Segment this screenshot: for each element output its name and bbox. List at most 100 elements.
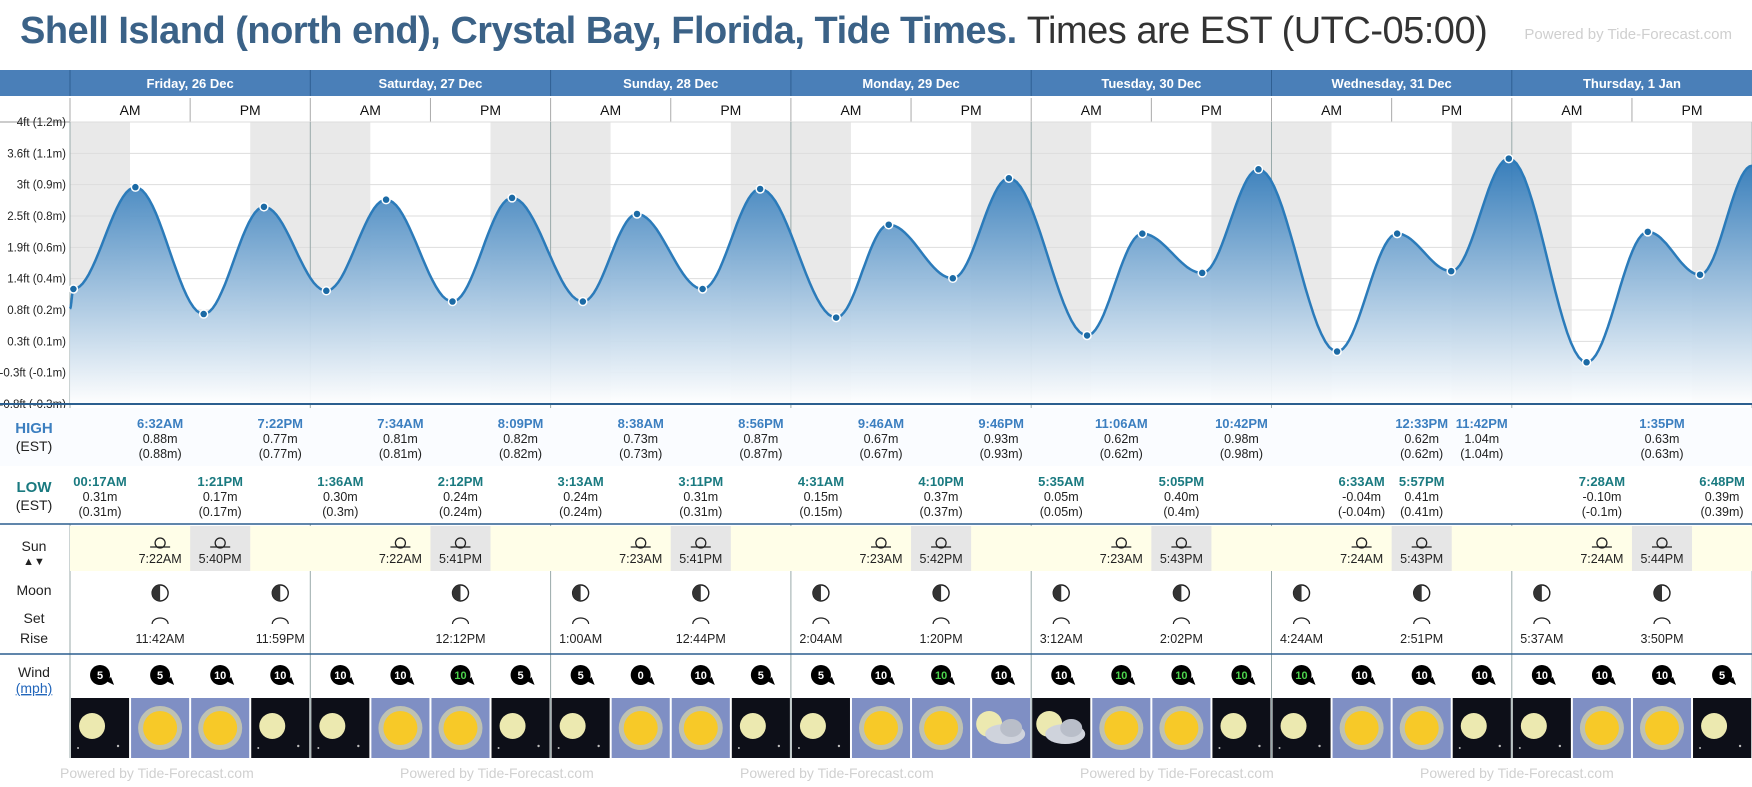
wind-icon (210, 665, 231, 685)
wind-icon (570, 665, 591, 685)
moon-weather-icon (1701, 713, 1728, 739)
low-tide-time: 4:31AM (798, 474, 844, 489)
wind-icon (871, 665, 892, 685)
moon-weather-icon (1460, 713, 1487, 739)
tide-point (130, 182, 141, 192)
axis-label: 1.9ft (0.6m) (7, 242, 66, 254)
tide-point (1197, 268, 1207, 278)
moon-weather-icon (799, 713, 826, 739)
high-tide-height-alt: (0.93m) (980, 447, 1023, 461)
moonrise-icon (1533, 617, 1551, 625)
moon-shadow (812, 585, 821, 601)
moon-time: 11:42AM (136, 632, 185, 646)
high-tide-height: 1.04m (1464, 432, 1499, 446)
wind-speed: 10 (334, 670, 346, 682)
high-tide-height: 0.88m (143, 432, 178, 446)
low-tide-height-alt: (0.39m) (1701, 505, 1744, 519)
low-tide-height-alt: (0.37m) (920, 505, 963, 519)
moon-shadow (152, 585, 161, 601)
wind-speed: 10 (695, 670, 707, 682)
star (1498, 744, 1501, 748)
high-tide-time: 7:22PM (257, 416, 303, 431)
axis-label: 0.8ft (0.2m) (7, 305, 66, 317)
ampm-label: AM (1081, 102, 1102, 118)
sun-time: 5:42PM (920, 552, 963, 566)
wind-speed: 5 (1719, 670, 1725, 682)
sun-time: 5:44PM (1640, 552, 1683, 566)
ampm-label: AM (600, 102, 621, 118)
low-tide-height: -0.10m (1582, 490, 1621, 504)
ampm-label: PM (1441, 102, 1462, 118)
wind-speed: 10 (995, 670, 1007, 682)
moon-time: 3:50PM (1640, 632, 1683, 646)
high-tide-height: 0.62m (1104, 432, 1139, 446)
wind-icon (1651, 665, 1672, 685)
cloud-icon (1000, 719, 1023, 737)
wind-speed: 10 (1536, 670, 1548, 682)
wind-speed: 0 (638, 670, 644, 682)
wind-icon (750, 665, 771, 685)
moon-time: 1:00AM (559, 632, 602, 646)
star (1278, 747, 1281, 749)
high-tide-height-alt: (0.88m) (139, 447, 182, 461)
moonrise-icon (572, 617, 590, 625)
high-row-label: HIGH (15, 420, 53, 437)
wind-icon (450, 665, 471, 685)
day-label: Tuesday, 30 Dec (1101, 76, 1201, 91)
tide-point (198, 309, 209, 319)
sunset-icon (695, 537, 707, 549)
moon-weather-icon (1280, 713, 1307, 739)
wind-speed: 10 (1476, 670, 1488, 682)
star (777, 744, 781, 748)
tide-point (1446, 266, 1456, 276)
sunrise-icon (1355, 537, 1368, 549)
low-tide-height: 0.24m (443, 490, 478, 504)
star (797, 747, 800, 749)
low-tide-time: 5:05PM (1159, 474, 1205, 489)
low-tide-time: 3:13AM (558, 474, 604, 489)
tide-point (1082, 330, 1092, 341)
low-row-tz: (EST) (16, 497, 53, 513)
day-label: Wednesday, 31 Dec (1332, 76, 1452, 91)
ampm-label: PM (1201, 102, 1222, 118)
wind-speed: 10 (1295, 670, 1307, 682)
wind-icon (931, 665, 952, 685)
low-tide-height-alt: (0.24m) (559, 505, 602, 519)
moon-shadow (933, 585, 942, 601)
high-tide-height: 0.77m (263, 432, 298, 446)
tide-point (321, 286, 332, 296)
ampm-label: AM (1561, 102, 1582, 118)
day-label: Friday, 26 Dec (147, 76, 234, 91)
star (77, 747, 80, 749)
moonrise-icon (812, 617, 830, 625)
wind-icon (630, 665, 651, 685)
wind-icon (270, 665, 291, 685)
moonrise-icon (271, 617, 289, 625)
wind-arrow-icon (106, 677, 115, 685)
tide-point (578, 296, 588, 307)
moon-shadow (1533, 585, 1542, 601)
ampm-label: AM (120, 102, 141, 118)
wind-speed: 10 (1175, 670, 1187, 682)
low-tide-height-alt: (0.41m) (1400, 505, 1443, 519)
moonrise-icon (1653, 617, 1671, 625)
low-tide-height-alt: (0.15m) (799, 505, 842, 519)
wind-arrow-icon (1307, 677, 1316, 685)
star (1258, 744, 1261, 748)
wind-arrow-icon (947, 677, 956, 685)
moon-shadow (1173, 585, 1182, 601)
moon-weather-icon (499, 713, 526, 739)
axis-label: 1.4ft (0.4m) (7, 274, 66, 286)
wind-arrow-icon (1487, 677, 1496, 685)
low-row-label: LOW (17, 479, 53, 496)
sun-weather-icon (383, 711, 418, 745)
tide-point (1004, 173, 1014, 183)
ampm-label: PM (720, 102, 741, 118)
moon-time: 1:20PM (920, 632, 963, 646)
tide-point (831, 312, 841, 323)
high-tide-time: 12:33PM (1395, 416, 1448, 431)
ampm-label: AM (360, 102, 381, 118)
ampm-label: PM (1682, 102, 1703, 118)
sun-weather-icon (864, 711, 899, 745)
star (737, 747, 740, 749)
